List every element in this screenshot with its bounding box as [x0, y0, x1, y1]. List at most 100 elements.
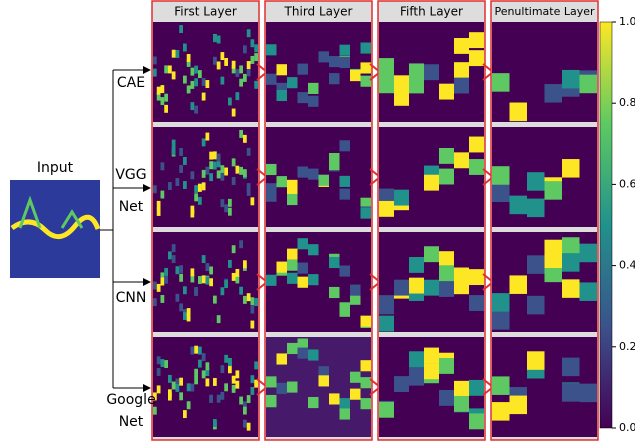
colorbar-tick-label: 1.0: [619, 15, 635, 28]
heatmap-cell: [251, 297, 255, 305]
heatmap-cell: [329, 56, 340, 67]
heatmap-cell: [562, 70, 580, 89]
heatmap-cell: [191, 68, 195, 76]
heatmap-cell: [562, 279, 580, 298]
heatmap-cell: [232, 158, 236, 166]
heatmap-cell: [454, 152, 469, 168]
heatmap-cell: [224, 58, 228, 66]
heatmap-cell: [206, 167, 210, 175]
heatmap-cell: [251, 39, 255, 47]
heatmap-cell: [254, 81, 258, 89]
heatmap-cell: [562, 383, 580, 402]
heatmap-cell: [164, 65, 168, 73]
heatmap-cell: [198, 276, 202, 284]
heatmap-cell: [277, 176, 288, 187]
heatmap-cell: [209, 173, 213, 181]
heatmap-cell: [254, 44, 258, 52]
heatmap-cell: [153, 185, 157, 193]
heatmap-cell: [454, 78, 469, 94]
colorbar-tick-label: 0.4: [619, 259, 635, 272]
heatmap-cell: [424, 175, 439, 191]
heatmap-cell: [287, 249, 298, 260]
heatmap-cell: [247, 29, 251, 37]
heatmap-cell: [179, 392, 183, 400]
heatmap-cell: [251, 197, 255, 205]
heatmap-cell: [239, 240, 243, 248]
heatmap-cell: [340, 140, 351, 151]
heatmap-bg: [153, 337, 258, 437]
model-label: Net: [119, 414, 144, 430]
heatmap-cell: [394, 280, 409, 296]
heatmap-cell: [409, 257, 424, 273]
heatmap-cell: [164, 360, 168, 368]
heatmap-cell: [424, 64, 439, 80]
heatmap-cell: [217, 315, 221, 323]
heatmap-cell: [409, 78, 424, 94]
heatmap-cell: [179, 165, 183, 173]
colorbar-tick-label: 0.8: [619, 96, 635, 109]
heatmap-cell: [209, 152, 213, 160]
heatmap-cell: [350, 70, 361, 81]
heatmap-cell: [206, 263, 210, 271]
heatmap-cell: [236, 166, 240, 174]
heatmap-cell: [340, 45, 351, 56]
heatmap-cell: [206, 378, 210, 386]
heatmap-cell: [319, 175, 330, 186]
heatmap-cell: [187, 401, 191, 409]
heatmap-cell: [469, 50, 484, 66]
heatmap-cell: [251, 306, 255, 314]
heatmap-cell: [379, 201, 394, 217]
heatmap-cell: [439, 390, 454, 406]
heatmap-cell: [157, 208, 161, 216]
heatmap-cell: [287, 260, 298, 271]
input-image: [10, 180, 100, 278]
heatmap-cell: [221, 199, 225, 207]
heatmap-cell: [454, 396, 469, 412]
heatmap-cell: [161, 295, 165, 303]
heatmap-cell: [202, 78, 206, 86]
heatmap-cell: [179, 274, 183, 282]
heatmap-cell: [439, 84, 454, 100]
heatmap-cell: [469, 269, 484, 285]
heatmap-cell: [161, 191, 165, 199]
heatmap-cell: [206, 362, 210, 370]
heatmap-cell: [545, 84, 563, 103]
heatmap-cell: [209, 395, 213, 403]
heatmap-cell: [298, 64, 309, 75]
heatmap-cell: [545, 249, 563, 268]
heatmap-cell: [287, 180, 298, 191]
heatmap-cell: [161, 97, 165, 105]
heatmap-cell: [164, 268, 168, 276]
heatmap-cell: [361, 360, 372, 371]
column-header: Third Layer: [284, 5, 353, 19]
heatmap-cell: [340, 176, 351, 187]
heatmap-cell: [492, 402, 510, 421]
heatmap-cell: [179, 25, 183, 33]
heatmap-cell: [439, 281, 454, 297]
heatmap-cell: [239, 65, 243, 73]
heatmap-cell: [492, 376, 510, 395]
heatmap-cell: [213, 57, 217, 65]
heatmap-cell: [179, 303, 183, 311]
heatmap-cell: [361, 42, 372, 53]
heatmap-cell: [492, 293, 510, 312]
heatmap-cell: [172, 140, 176, 148]
heatmap-cell: [176, 266, 180, 274]
colorbar-tick-label: 0.6: [619, 177, 635, 190]
heatmap-cell: [172, 244, 176, 252]
heatmap-cell: [221, 392, 225, 400]
heatmap-cell: [243, 45, 247, 53]
heatmap-cell: [239, 79, 243, 87]
heatmap-cell: [298, 348, 309, 359]
heatmap-cell: [424, 348, 439, 364]
heatmap-cell: [168, 251, 172, 259]
heatmap-cell: [157, 368, 161, 376]
heatmap-cell: [243, 407, 247, 415]
heatmap-cell: [580, 384, 598, 403]
heatmap-cell: [191, 210, 195, 218]
heatmap-cell: [161, 85, 165, 93]
heatmap-cell: [194, 106, 198, 114]
heatmap-cell: [266, 74, 277, 85]
heatmap-cell: [361, 316, 372, 327]
heatmap-cell: [329, 73, 340, 84]
